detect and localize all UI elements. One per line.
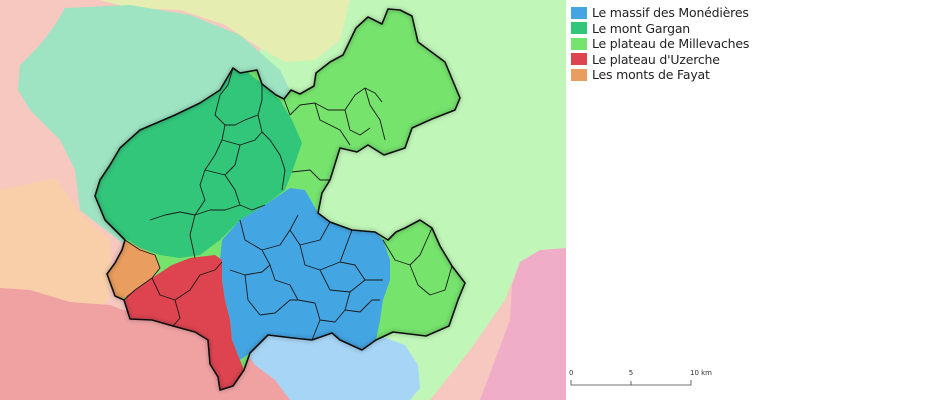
monedieres-region [220, 188, 390, 360]
legend: Le massif des Monédières Le mont Gargan … [571, 5, 749, 83]
fayat-zone-light [0, 178, 112, 312]
legend-label: Le mont Gargan [592, 20, 691, 36]
map-canvas [0, 0, 566, 400]
legend-swatch [571, 53, 587, 66]
legend-item-fayat: Les monts de Fayat [571, 67, 749, 83]
legend-label: Le plateau d'Uzerche [592, 51, 720, 67]
legend-item-gargan: Le mont Gargan [571, 21, 749, 37]
legend-swatch [571, 22, 587, 35]
yellow-zone [100, 0, 350, 62]
legend-swatch [571, 37, 587, 50]
commune-boundaries [123, 67, 453, 341]
scale-tick-label: 0 [569, 369, 573, 377]
map[interactable] [0, 0, 566, 400]
scale-tick-label: 5 [629, 369, 633, 377]
uzerche-region [124, 255, 244, 390]
legend-swatch [571, 68, 587, 81]
pink-zone [480, 248, 566, 400]
legend-label: Le plateau de Millevaches [592, 36, 750, 52]
legend-item-uzerche: Le plateau d'Uzerche [571, 52, 749, 68]
scale-tick-label: 10 km [690, 369, 712, 377]
legend-swatch [571, 6, 587, 19]
scale-bar: 0 5 10 km [569, 369, 712, 386]
legend-item-millevaches: Le plateau de Millevaches [571, 36, 749, 52]
legend-label: Le massif des Monédières [592, 5, 749, 21]
legend-item-monedieres: Le massif des Monédières [571, 5, 749, 21]
legend-label: Les monts de Fayat [592, 67, 710, 83]
department-outline [94, 8, 466, 391]
scale-line [570, 380, 692, 386]
